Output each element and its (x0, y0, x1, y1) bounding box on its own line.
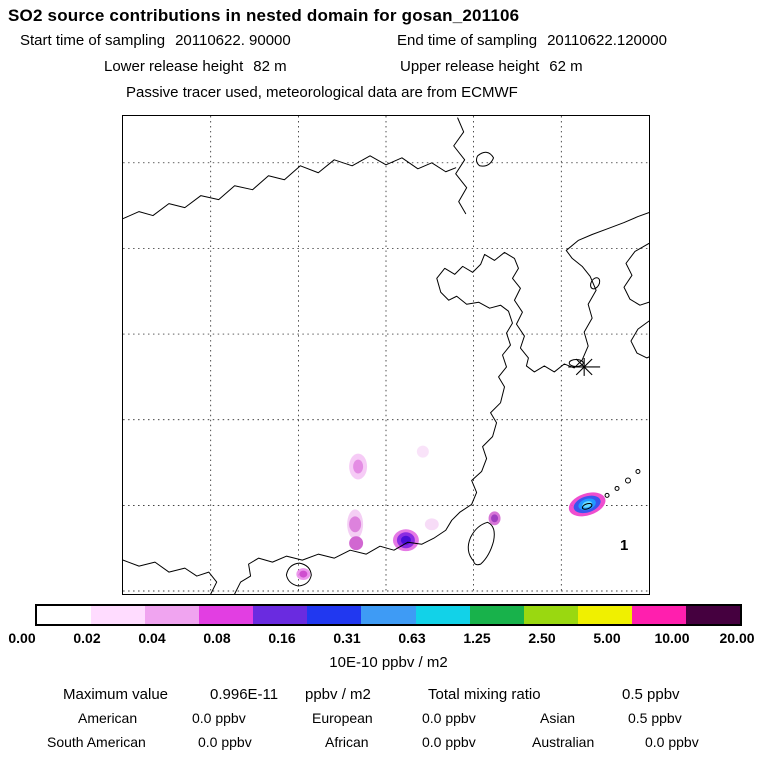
hotspot-blob (582, 501, 592, 508)
colorbar-tick-label: 20.00 (719, 630, 755, 646)
colorbar-segment (577, 606, 632, 624)
colorbar-tick-label: 10.00 (654, 630, 690, 646)
maximum-value-label: Maximum value (63, 686, 169, 703)
colorbar-segment (253, 606, 308, 624)
hainan-island (285, 562, 312, 587)
hotspots-layer (296, 445, 606, 581)
colorbar-segment (631, 606, 686, 624)
border-loop (476, 151, 495, 167)
region-label-south-american: South American (47, 734, 146, 750)
colorbar-segment (415, 606, 470, 624)
region-value-american: 0.0 ppbv (192, 710, 246, 726)
start-time-label: Start time of sampling (20, 32, 166, 49)
colorbar-tick-label: 0.00 (8, 630, 36, 646)
colorbar-segment (523, 606, 578, 624)
lower-release-text: Lower release height 82 m (104, 58, 287, 75)
upper-release-label: Upper release height (400, 58, 540, 75)
region-label-european: European (312, 710, 373, 726)
colorbar-unit-label: 10E-10 ppbv / m2 (329, 654, 448, 671)
colorbar-segment (199, 606, 254, 624)
region-label-african: African (325, 734, 369, 750)
region-value-african: 0.0 ppbv (422, 734, 476, 750)
hotspot-blob (416, 445, 429, 458)
colorbar-tick-label: 2.50 (528, 630, 556, 646)
receptor-marker-icon (568, 357, 601, 376)
taiwan-island (467, 521, 495, 566)
maximum-value-unit: ppbv / m2 (305, 686, 371, 703)
hotspot-blob (299, 570, 308, 578)
map-canvas: 1 (123, 116, 649, 594)
ryukyu-islet (614, 485, 620, 491)
lower-release-label: Lower release height (104, 58, 244, 75)
region-label-australian: Australian (532, 734, 595, 750)
map-grid (123, 116, 649, 594)
japan-coast-upper (623, 242, 649, 306)
okinawa-island (581, 502, 593, 510)
colorbar-tick-label: 1.25 (463, 630, 491, 646)
ryukyu-islet (625, 477, 631, 484)
ryukyu-islet (635, 469, 641, 475)
end-time-text: End time of sampling 20110622.120000 (397, 32, 667, 49)
tracer-note: Passive tracer used, meteorological data… (126, 84, 518, 101)
end-time-label: End time of sampling (397, 32, 538, 49)
colorbar-segment (145, 606, 200, 624)
upper-release-text: Upper release height 62 m (400, 58, 583, 75)
north-border-line (123, 155, 457, 220)
main-coastline (234, 212, 649, 594)
vietnam-coast (123, 559, 218, 594)
hotspot-blob (491, 514, 499, 523)
colorbar-tick-label: 0.04 (138, 630, 166, 646)
lower-release-value: 82 m (253, 58, 287, 75)
colorbar-segment (469, 606, 524, 624)
tsushima-island (590, 277, 601, 290)
hotspot-blob (424, 518, 439, 531)
hotspot-blob (349, 516, 362, 533)
maximum-value: 0.996E-11 (210, 686, 279, 703)
colorbar-tick-label: 0.16 (268, 630, 296, 646)
colorbar-tick-labels: 0.00 0.02 0.04 0.08 0.16 0.31 0.63 1.25 2.50 5.00… (8, 630, 754, 648)
map-panel: 1 (122, 115, 650, 595)
colorbar-segment (307, 606, 362, 624)
total-mixing-ratio-value: 0.5 ppbv (622, 686, 680, 703)
ryukyu-islet (604, 492, 610, 498)
upper-release-value: 62 m (549, 58, 583, 75)
hotspot-blob (353, 459, 364, 474)
colorbar-tick-label: 0.31 (333, 630, 361, 646)
coastline (123, 117, 649, 594)
colorbar-tick-label: 5.00 (593, 630, 621, 646)
region-value-european: 0.0 ppbv (422, 710, 476, 726)
japan-coast-lower (630, 320, 649, 359)
colorbar-tick-label: 0.02 (73, 630, 101, 646)
figure-title: SO2 source contributions in nested domai… (8, 6, 520, 25)
region-label-american: American (78, 710, 138, 726)
end-time-value: 20110622.120000 (547, 32, 667, 49)
total-mixing-ratio-label: Total mixing ratio (428, 686, 541, 703)
colorbar (35, 604, 742, 626)
colorbar-tick-label: 0.63 (398, 630, 426, 646)
receptor-number-label: 1 (620, 537, 628, 554)
colorbar-segment (685, 606, 741, 624)
colorbar-segment (37, 606, 92, 624)
colorbar-segment (361, 606, 416, 624)
region-value-australian: 0.0 ppbv (645, 734, 699, 750)
region-value-south-american: 0.0 ppbv (198, 734, 252, 750)
region-value-asian: 0.5 ppbv (628, 710, 682, 726)
start-time-value: 20110622. 90000 (175, 32, 291, 49)
hotspot-blob (349, 536, 364, 551)
start-time-text: Start time of sampling 20110622. 90000 (20, 32, 291, 49)
northeast-border-line (453, 117, 468, 215)
colorbar-segment (91, 606, 146, 624)
region-label-asian: Asian (540, 710, 576, 726)
colorbar-tick-label: 0.08 (203, 630, 231, 646)
